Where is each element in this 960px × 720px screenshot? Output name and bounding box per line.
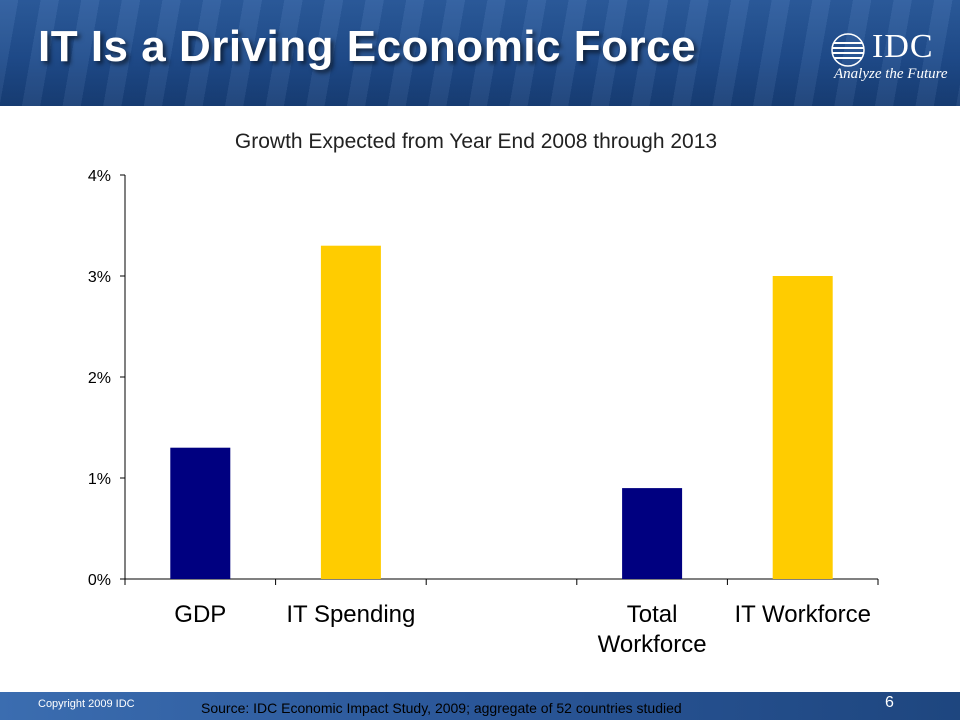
page-number: 6 xyxy=(885,694,894,711)
logo-text: IDC xyxy=(872,28,934,65)
slide-header: IT Is a Driving Economic Force IDC Analy… xyxy=(0,0,960,106)
slide-footer xyxy=(0,692,960,720)
copyright-text: Copyright 2009 IDC xyxy=(38,698,135,710)
x-category-label: IT Workforce xyxy=(734,601,870,628)
bar-gdp xyxy=(170,447,231,579)
x-category-label: Total xyxy=(627,601,678,628)
slide-title: IT Is a Driving Economic Force xyxy=(38,22,697,71)
bar-it-workforce xyxy=(772,276,833,579)
x-category-label: IT Spending xyxy=(286,601,415,628)
y-tick-label: 2% xyxy=(88,370,111,387)
y-tick-label: 4% xyxy=(88,168,111,185)
chart-title: Growth Expected from Year End 2008 throu… xyxy=(234,130,718,153)
bar-chart: 0% 1% 2% 3% 4% GDP IT Spending Total Workforce IT… xyxy=(88,168,879,658)
y-tick-label: 0% xyxy=(88,572,111,589)
y-tick-label: 1% xyxy=(88,471,111,488)
idc-logo: IDC Analyze the Future xyxy=(826,28,951,92)
y-tick-label: 3% xyxy=(88,269,111,286)
x-category-label: GDP xyxy=(174,601,226,628)
logo-tagline: Analyze the Future xyxy=(834,66,948,82)
idc-globe-icon xyxy=(831,33,865,67)
header-texture xyxy=(0,0,960,106)
source-note: Source: IDC Economic Impact Study, 2009;… xyxy=(201,700,682,716)
bar-total-workforce xyxy=(622,488,683,579)
bar-it-spending xyxy=(320,245,381,579)
x-category-label: Workforce xyxy=(598,631,707,658)
